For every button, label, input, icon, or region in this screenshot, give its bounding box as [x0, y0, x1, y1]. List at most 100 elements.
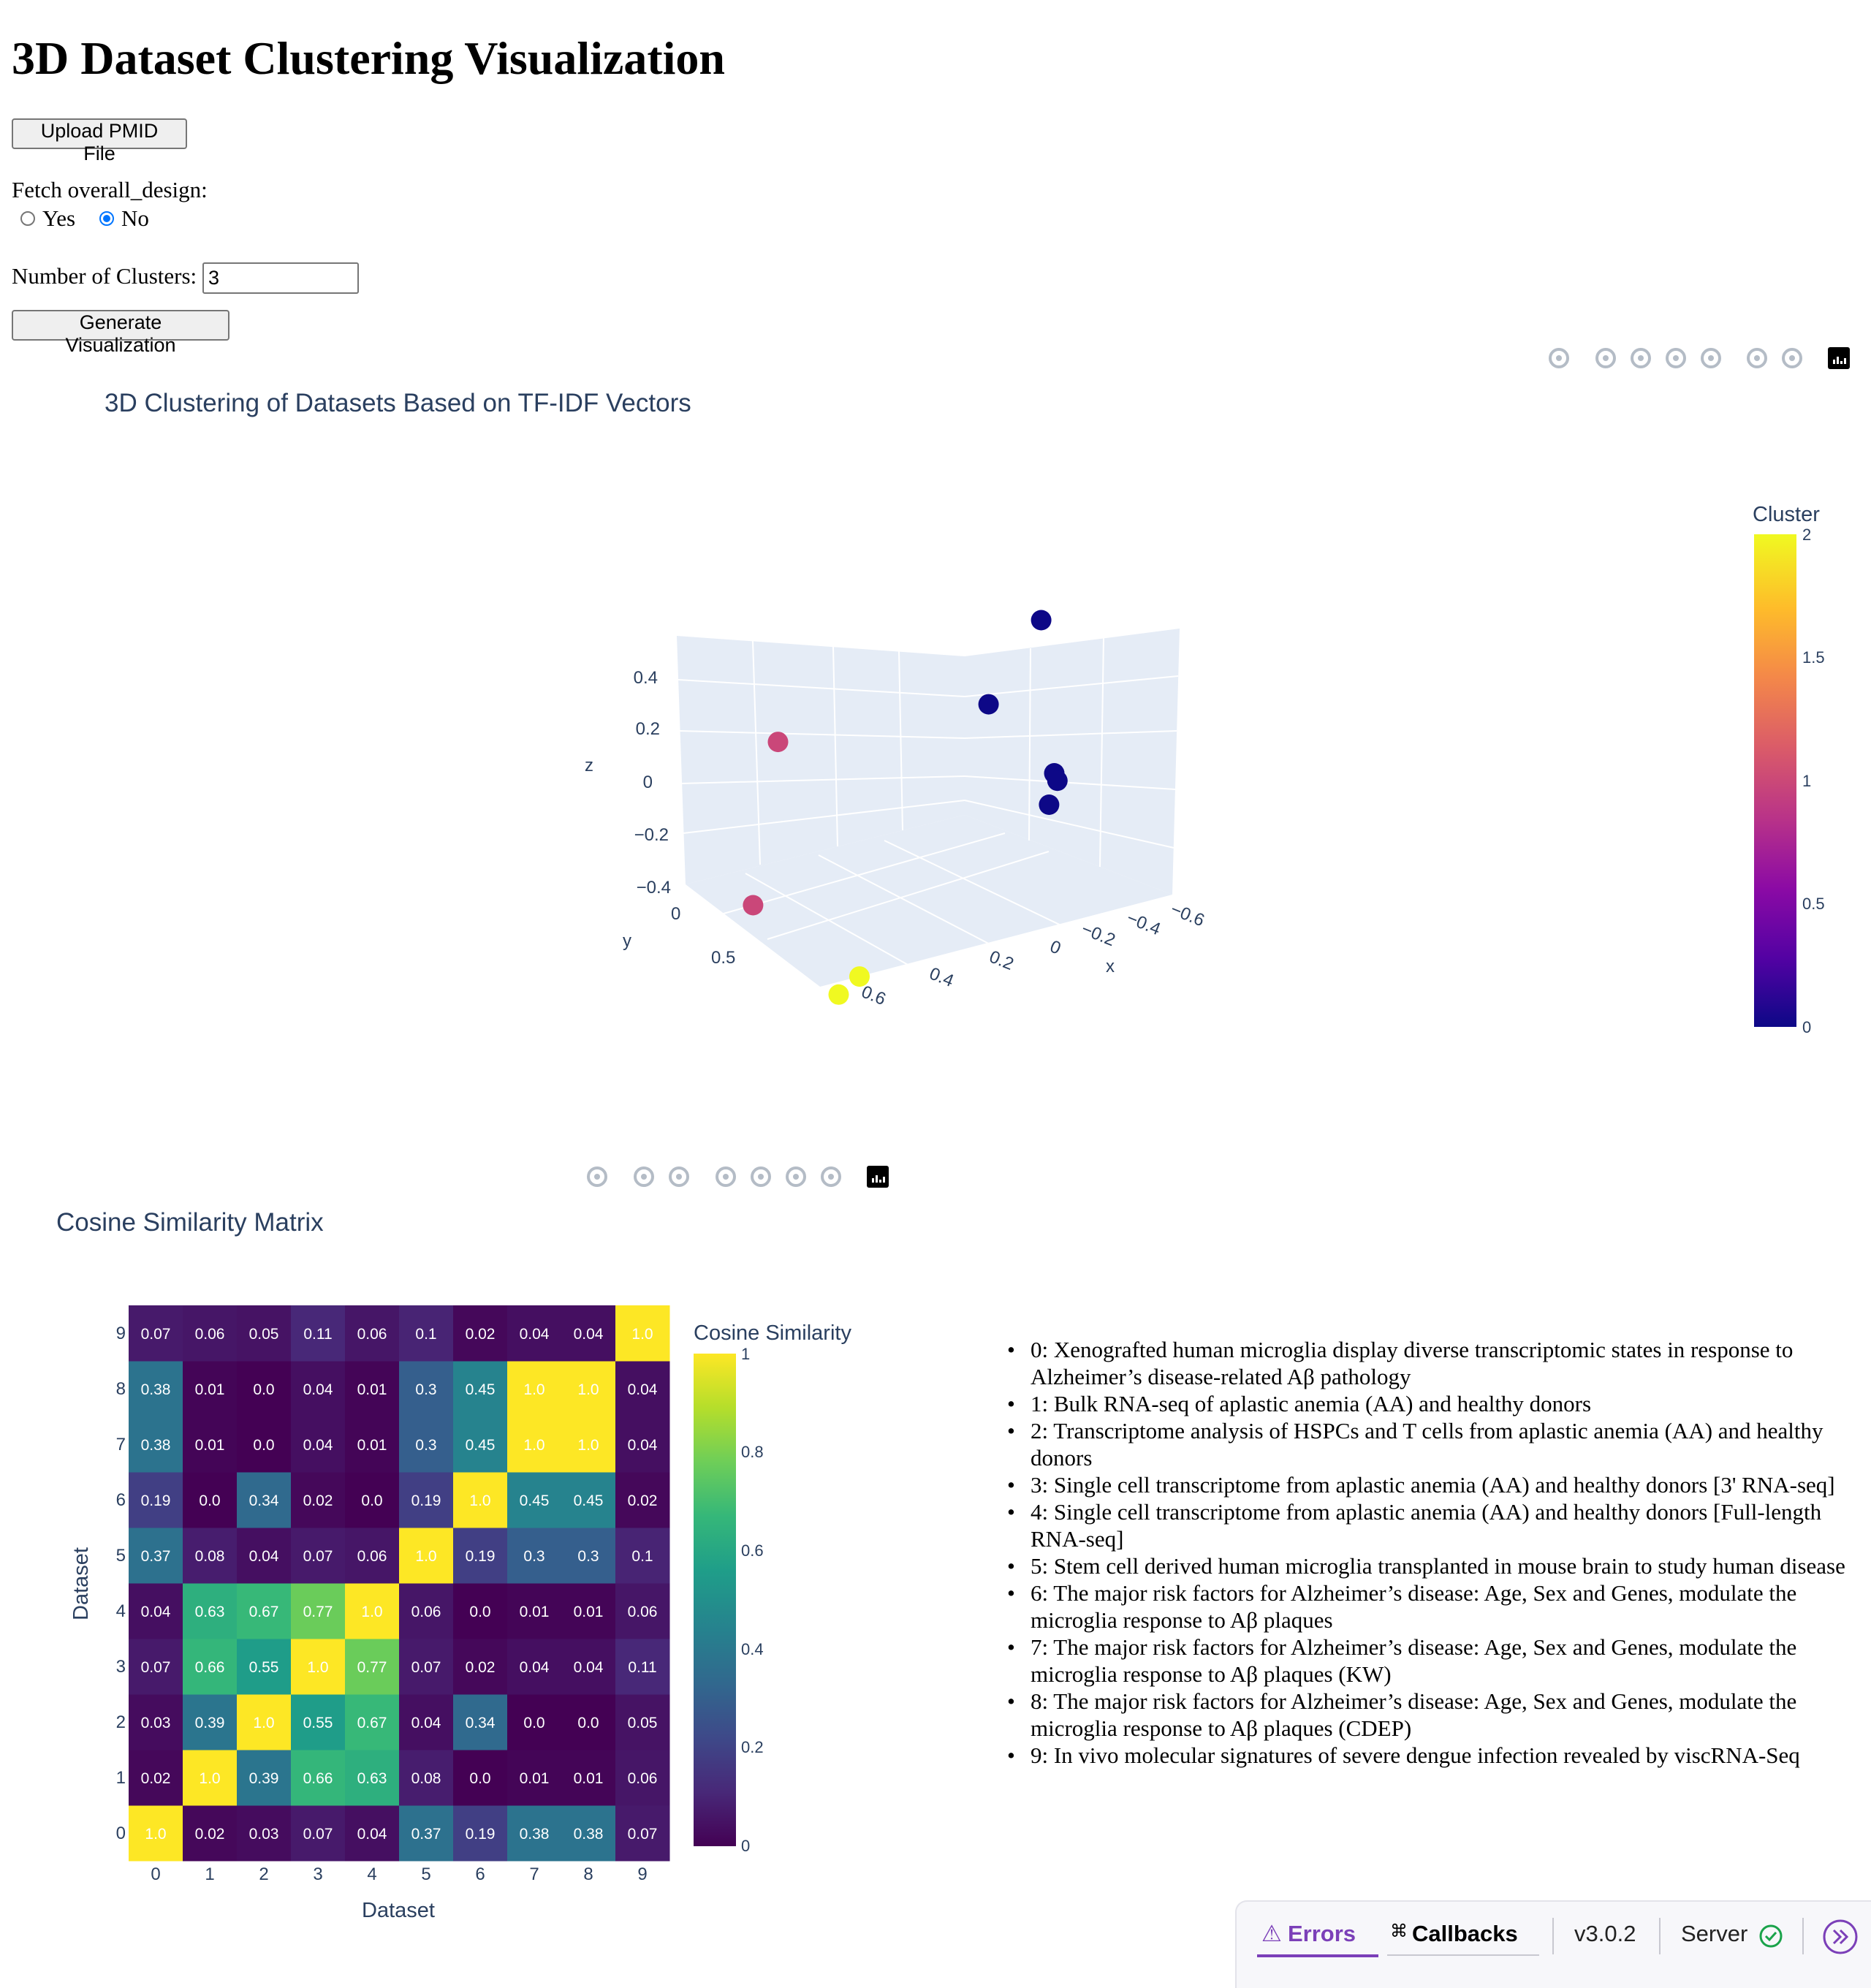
heatmap-cell-9-2[interactable] — [237, 1305, 292, 1362]
heatmap-cell-0-6[interactable] — [453, 1805, 508, 1862]
heatmap-cell-2-2[interactable] — [237, 1694, 292, 1750]
heatmap-cell-1-4[interactable] — [345, 1750, 400, 1806]
upload-pmid-button[interactable]: Upload PMID File — [12, 118, 187, 164]
plotly-logo-icon[interactable] — [867, 1166, 889, 1188]
heatmap-cell-4-7[interactable] — [507, 1583, 562, 1639]
camera-icon[interactable] — [1549, 348, 1569, 368]
heatmap-cell-9-3[interactable] — [291, 1305, 346, 1362]
heatmap-cell-3-6[interactable] — [453, 1639, 508, 1695]
scatter-point-7[interactable] — [828, 984, 849, 1005]
heatmap-cell-0-2[interactable] — [237, 1805, 292, 1862]
heatmap-cell-7-2[interactable] — [237, 1416, 292, 1473]
heatmap-cell-6-7[interactable] — [507, 1472, 562, 1528]
heatmap-cell-7-8[interactable] — [561, 1416, 616, 1473]
heatmap-cell-8-1[interactable] — [183, 1361, 238, 1417]
callbacks-tab[interactable]: ⌘ Callbacks — [1387, 1915, 1539, 1956]
heatmap-cell-8-2[interactable] — [237, 1361, 292, 1417]
heatmap-cell-0-9[interactable] — [615, 1805, 670, 1862]
heatmap-cell-3-2[interactable] — [237, 1639, 292, 1695]
heatmap-cell-3-8[interactable] — [561, 1639, 616, 1695]
heatmap-cell-5-4[interactable] — [345, 1528, 400, 1584]
heatmap-cell-7-5[interactable] — [399, 1416, 454, 1473]
heatmap-cell-2-7[interactable] — [507, 1694, 562, 1750]
scatter-point-5[interactable] — [767, 732, 789, 753]
reset-camera-icon[interactable] — [1782, 348, 1802, 368]
heatmap-cell-2-4[interactable] — [345, 1694, 400, 1750]
heatmap-cell-7-0[interactable] — [129, 1416, 183, 1473]
heatmap-cell-4-3[interactable] — [291, 1583, 346, 1639]
heatmap-cells[interactable]: 1.0 0.02 0.03 0.07 0.04 0.37 0.19 0.38 0.38 0.07 0… — [129, 1305, 670, 1862]
scatter-3d-plot[interactable]: 3D Clustering of Datasets Based on TF-ID… — [0, 336, 1871, 1126]
heatmap-cell-9-7[interactable] — [507, 1305, 562, 1362]
zoom-in-icon[interactable] — [716, 1166, 736, 1187]
heatmap-cell-2-6[interactable] — [453, 1694, 508, 1750]
heatmap-cell-2-8[interactable] — [561, 1694, 616, 1750]
heatmap-cell-4-4[interactable] — [345, 1583, 400, 1639]
heatmap-cell-7-9[interactable] — [615, 1416, 670, 1473]
heatmap-cell-4-0[interactable] — [129, 1583, 183, 1639]
generate-button[interactable]: Generate Visualization — [12, 310, 229, 356]
heatmap-cell-5-5[interactable] — [399, 1528, 454, 1584]
heatmap-cell-5-2[interactable] — [237, 1528, 292, 1584]
modebar-3d[interactable] — [1549, 347, 1850, 369]
scatter-points[interactable] — [743, 610, 1068, 1005]
heatmap-cell-9-1[interactable] — [183, 1305, 238, 1362]
heatmap-cell-6-2[interactable] — [237, 1472, 292, 1528]
heatmap-cell-7-6[interactable] — [453, 1416, 508, 1473]
heatmap-cell-3-9[interactable] — [615, 1639, 670, 1695]
heatmap-cell-1-9[interactable] — [615, 1750, 670, 1806]
heatmap-cell-5-9[interactable] — [615, 1528, 670, 1584]
heatmap-cell-9-8[interactable] — [561, 1305, 616, 1362]
heatmap-cell-1-8[interactable] — [561, 1750, 616, 1806]
scatter-point-8[interactable] — [849, 966, 870, 987]
heatmap-cell-8-0[interactable] — [129, 1361, 183, 1417]
heatmap-cell-4-6[interactable] — [453, 1583, 508, 1639]
heatmap-cell-6-8[interactable] — [561, 1472, 616, 1528]
camera-icon[interactable] — [587, 1166, 607, 1187]
heatmap-cell-1-6[interactable] — [453, 1750, 508, 1806]
heatmap-cell-3-7[interactable] — [507, 1639, 562, 1695]
scatter-point-3[interactable] — [1047, 770, 1068, 792]
home-icon[interactable] — [821, 1166, 841, 1187]
heatmap-cell-2-3[interactable] — [291, 1694, 346, 1750]
heatmap-cell-4-9[interactable] — [615, 1583, 670, 1639]
heatmap-cell-6-4[interactable] — [345, 1472, 400, 1528]
heatmap-cell-3-0[interactable] — [129, 1639, 183, 1695]
orbit-rotate-icon[interactable] — [1666, 348, 1686, 368]
heatmap-cell-3-3[interactable] — [291, 1639, 346, 1695]
heatmap-cell-0-7[interactable] — [507, 1805, 562, 1862]
plotly-logo-icon[interactable] — [1828, 347, 1850, 369]
heatmap-cell-8-3[interactable] — [291, 1361, 346, 1417]
heatmap-cell-2-1[interactable] — [183, 1694, 238, 1750]
heatmap-cell-0-3[interactable] — [291, 1805, 346, 1862]
heatmap-cell-0-0[interactable] — [129, 1805, 183, 1862]
radio-yes[interactable] — [20, 211, 35, 226]
pan-icon[interactable] — [669, 1166, 689, 1187]
heatmap-cell-6-9[interactable] — [615, 1472, 670, 1528]
scatter-point-6[interactable] — [743, 895, 764, 916]
heatmap-cell-7-4[interactable] — [345, 1416, 400, 1473]
heatmap-cell-0-1[interactable] — [183, 1805, 238, 1862]
heatmap-cell-3-1[interactable] — [183, 1639, 238, 1695]
heatmap-cell-8-5[interactable] — [399, 1361, 454, 1417]
heatmap-cell-1-3[interactable] — [291, 1750, 346, 1806]
heatmap-cell-1-5[interactable] — [399, 1750, 454, 1806]
heatmap-cell-2-9[interactable] — [615, 1694, 670, 1750]
clusters-input[interactable]: 3 — [202, 262, 359, 294]
heatmap-cell-8-8[interactable] — [561, 1361, 616, 1417]
heatmap-cell-0-4[interactable] — [345, 1805, 400, 1862]
zoom-icon[interactable] — [1595, 348, 1616, 368]
errors-tab[interactable]: ⚠ Errors — [1257, 1915, 1378, 1957]
heatmap-cell-7-1[interactable] — [183, 1416, 238, 1473]
radio-no[interactable] — [99, 211, 114, 226]
heatmap-cell-4-1[interactable] — [183, 1583, 238, 1639]
heatmap-cell-2-0[interactable] — [129, 1694, 183, 1750]
pan-icon[interactable] — [1631, 348, 1651, 368]
modebar-2d[interactable] — [587, 1166, 889, 1188]
heatmap-cell-6-0[interactable] — [129, 1472, 183, 1528]
heatmap-cell-9-6[interactable] — [453, 1305, 508, 1362]
heatmap-cell-6-5[interactable] — [399, 1472, 454, 1528]
heatmap-cell-1-0[interactable] — [129, 1750, 183, 1806]
heatmap-cell-5-8[interactable] — [561, 1528, 616, 1584]
heatmap-cell-8-4[interactable] — [345, 1361, 400, 1417]
